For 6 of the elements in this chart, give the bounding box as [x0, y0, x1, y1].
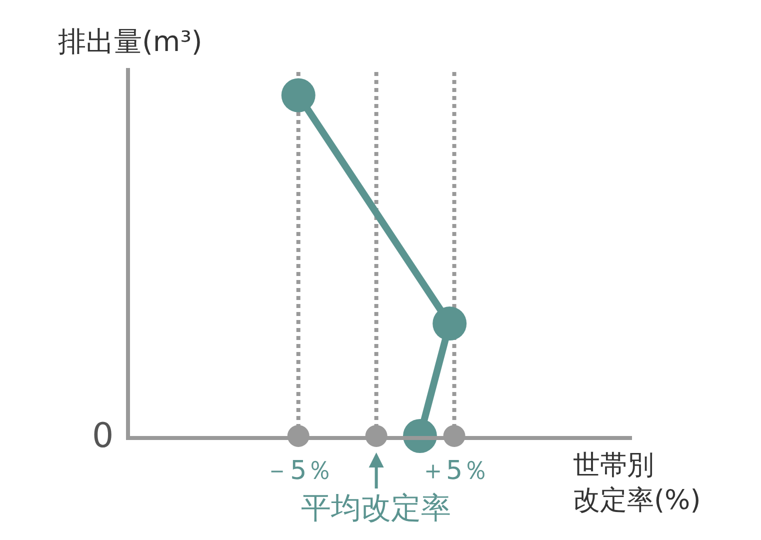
- x-axis-title: 世帯別改定率(%): [573, 450, 701, 516]
- y-axis-title: 排出量(m³): [58, 25, 202, 58]
- text: 0: [92, 416, 114, 456]
- ref-line-label: 平均改定率: [301, 491, 451, 526]
- x-tick-label: ＋5％: [420, 456, 489, 486]
- x-tick-label: －5％: [264, 456, 333, 486]
